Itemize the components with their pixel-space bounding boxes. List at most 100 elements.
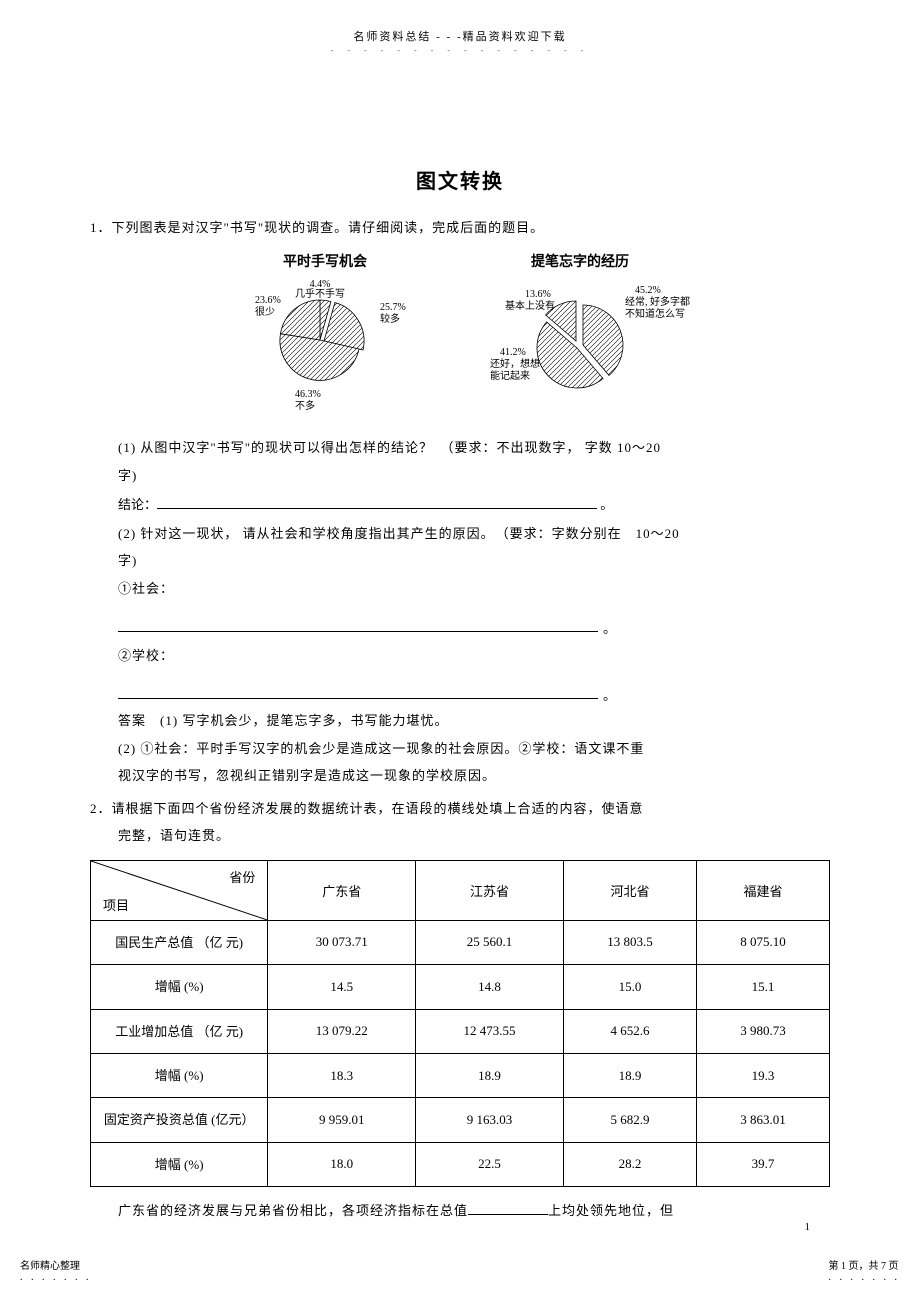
cell: 22.5: [416, 1142, 564, 1186]
cell: 18.9: [416, 1053, 564, 1097]
blank-line-1: [118, 618, 598, 632]
table-row: 工业增加总值 （亿 元) 13 079.22 12 473.55 4 652.6…: [91, 1009, 830, 1053]
chart1-title: 平时手写机会: [225, 251, 425, 271]
svg-text:经常, 好多字都: 经常, 好多字都: [625, 295, 690, 308]
table-row: 固定资产投资总值 (亿元） 9 959.01 9 163.03 5 682.9 …: [91, 1098, 830, 1142]
cell: 3 980.73: [696, 1009, 829, 1053]
cell: 15.1: [696, 965, 829, 1009]
q2-num: 2．: [90, 801, 112, 816]
q1-line: 1．下列图表是对汉字"书写"现状的调查。请仔细阅读，完成后面的题目。: [90, 214, 830, 241]
svg-text:能记起来: 能记起来: [490, 369, 530, 382]
svg-text:不知道怎么写: 不知道怎么写: [625, 307, 685, 320]
answer1-text: (1) 写字机会少，提笔忘字多，书写能力堪忧。: [160, 713, 448, 728]
pie-chart-1: 4.4% 几乎不手写 25.7% 较多 46.3% 不多 23.6% 很少: [225, 275, 425, 415]
q1-reason2-label: ②学校：: [90, 642, 830, 669]
cell: 15.0: [563, 965, 696, 1009]
table-row: 增幅 (%) 18.0 22.5 28.2 39.7: [91, 1142, 830, 1186]
q1-sub2b: 字): [90, 547, 830, 574]
q2-tail: 广东省的经济发展与兄弟省份相比，各项经济指标在总值 上均处领先地位，但: [90, 1197, 830, 1224]
cell: 9 959.01: [268, 1098, 416, 1142]
cell: 39.7: [696, 1142, 829, 1186]
diag-bottom-label: 项目: [103, 895, 129, 914]
footer-left: 名师精心整理 . . . . . . .: [20, 1257, 92, 1283]
blank-underline: [157, 496, 597, 509]
svg-text:较多: 较多: [380, 312, 400, 325]
row-label: 国民生产总值 （亿 元): [91, 920, 268, 964]
row-label: 增幅 (%): [91, 1142, 268, 1186]
content: 1．下列图表是对汉字"书写"现状的调查。请仔细阅读，完成后面的题目。 平时手写机…: [70, 214, 850, 1224]
blank-line-2: [118, 685, 598, 699]
conclusion-label: 结论：: [118, 497, 157, 512]
cell: 3 863.01: [696, 1098, 829, 1142]
chart2: 提笔忘字的经历: [465, 251, 695, 419]
cell: 8 075.10: [696, 920, 829, 964]
top-header-dots: - - - - - - - - - - - - - - - -: [70, 46, 850, 55]
q2-tail-text2: 上均处领先地位，但: [548, 1203, 674, 1218]
cell: 13 803.5: [563, 920, 696, 964]
footer-left-text: 名师精心整理: [20, 1257, 92, 1272]
svg-text:23.6%: 23.6%: [255, 295, 281, 306]
q1-text: 下列图表是对汉字"书写"现状的调查。请仔细阅读，完成后面的题目。: [112, 220, 545, 235]
page: 名师资料总结 - - -精品资料欢迎下载 - - - - - - - - - -…: [0, 0, 920, 1303]
top-header: 名师资料总结 - - -精品资料欢迎下载: [70, 20, 850, 44]
footer-right-text: 第 1 页，共 7 页: [829, 1257, 901, 1272]
page-number: 1: [805, 1221, 811, 1233]
svg-text:13.6%: 13.6%: [525, 289, 551, 300]
footer-dots: . . . . . . .: [829, 1272, 901, 1283]
diag-header-cell: 省份 项目: [91, 860, 268, 920]
svg-text:25.7%: 25.7%: [380, 302, 406, 313]
svg-text:41.2%: 41.2%: [500, 347, 526, 358]
q1-sub2: (2) 针对这一现状， 请从社会和学校角度指出其产生的原因。 （要求：字数分别在…: [90, 520, 830, 547]
q1-conclusion: 结论： 。: [90, 489, 830, 520]
pie-chart-2: 13.6% 基本上没有 45.2% 经常, 好多字都 不知道怎么写 41.2% …: [465, 275, 695, 415]
chart1: 平时手写机会: [225, 251, 425, 419]
q1-answer2a: (2) ①社会：平时手写汉字的机会少是造成这一现象的社会原因。②学校：语文课不重: [90, 735, 830, 762]
cell: 12 473.55: [416, 1009, 564, 1053]
svg-text:基本上没有: 基本上没有: [505, 299, 555, 312]
svg-text:45.2%: 45.2%: [635, 285, 661, 296]
q2-text1: 请根据下面四个省份经济发展的数据统计表，在语段的横线处填上合适的内容，使语意: [112, 801, 644, 816]
q1-sub1: (1) 从图中汉字"书写"的现状可以得出怎样的结论？ （要求：不出现数字， 字数…: [90, 434, 830, 461]
q1-reason1-label: ①社会：: [90, 575, 830, 602]
q1-sub1b: 字): [90, 462, 830, 489]
row-label: 固定资产投资总值 (亿元）: [91, 1098, 268, 1142]
col-header: 河北省: [563, 860, 696, 920]
table-header-row: 省份 项目 广东省 江苏省 河北省 福建省: [91, 860, 830, 920]
footer-right: 第 1 页，共 7 页 . . . . . . .: [829, 1257, 901, 1283]
q1-num: 1．: [90, 220, 112, 235]
diag-top-label: 省份: [229, 867, 255, 886]
q1-answer2b: 视汉字的书写，忽视纠正错别字是造成这一现象的学校原因。: [90, 762, 830, 789]
col-header: 江苏省: [416, 860, 564, 920]
table-row: 国民生产总值 （亿 元) 30 073.71 25 560.1 13 803.5…: [91, 920, 830, 964]
svg-text:不多: 不多: [295, 399, 315, 412]
row-label: 增幅 (%): [91, 1053, 268, 1097]
table-row: 增幅 (%) 14.5 14.8 15.0 15.1: [91, 965, 830, 1009]
cell: 9 163.03: [416, 1098, 564, 1142]
cell: 25 560.1: [416, 920, 564, 964]
cell: 14.5: [268, 965, 416, 1009]
footer-dots: . . . . . . .: [20, 1272, 92, 1283]
cell: 4 652.6: [563, 1009, 696, 1053]
cell: 5 682.9: [563, 1098, 696, 1142]
row-label: 增幅 (%): [91, 965, 268, 1009]
svg-text:很少: 很少: [255, 305, 275, 318]
cell: 14.8: [416, 965, 564, 1009]
answer-label: 答案: [118, 713, 146, 728]
cell: 13 079.22: [268, 1009, 416, 1053]
data-table: 省份 项目 广东省 江苏省 河北省 福建省 国民生产总值 （亿 元) 30 07…: [90, 860, 830, 1187]
svg-text:几乎不手写: 几乎不手写: [295, 287, 345, 300]
svg-text:还好，想想: 还好，想想: [490, 357, 540, 370]
row-label: 工业增加总值 （亿 元): [91, 1009, 268, 1053]
fill-blank: [468, 1202, 548, 1215]
q2-line1: 2．请根据下面四个省份经济发展的数据统计表，在语段的横线处填上合适的内容，使语意: [90, 795, 830, 822]
chart2-title: 提笔忘字的经历: [465, 251, 695, 271]
cell: 19.3: [696, 1053, 829, 1097]
q1-answer: 答案 (1) 写字机会少，提笔忘字多，书写能力堪忧。: [90, 707, 830, 734]
q2-tail-text1: 广东省的经济发展与兄弟省份相比，各项经济指标在总值: [118, 1203, 468, 1218]
cell: 18.0: [268, 1142, 416, 1186]
col-header: 福建省: [696, 860, 829, 920]
col-header: 广东省: [268, 860, 416, 920]
cell: 30 073.71: [268, 920, 416, 964]
table-row: 增幅 (%) 18.3 18.9 18.9 19.3: [91, 1053, 830, 1097]
svg-text:46.3%: 46.3%: [295, 389, 321, 400]
